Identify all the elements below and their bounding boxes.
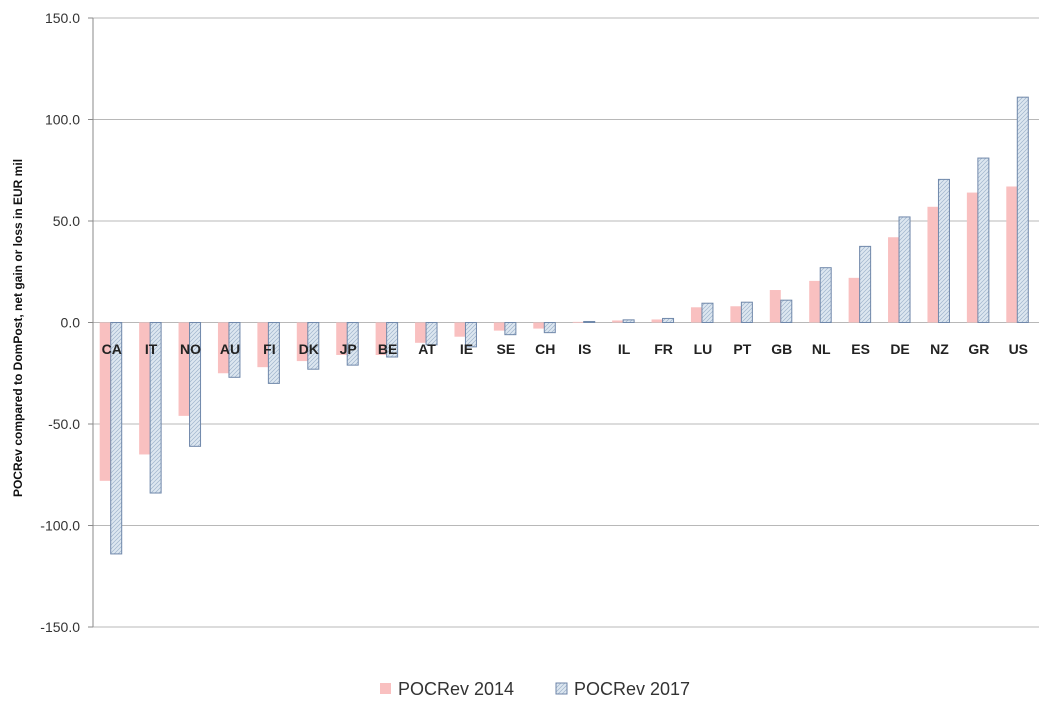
bar-es-2014 <box>848 277 860 323</box>
grid-lines <box>93 17 1039 628</box>
y-tick-label: -50.0 <box>48 416 80 432</box>
bar-nz-2017 <box>937 178 950 323</box>
bar-jp-2017 <box>346 322 359 366</box>
category-label-jp: JP <box>340 341 357 357</box>
bar-it-2017 <box>149 322 162 494</box>
category-labels: CA IT NO AU FI DK JP BE AT IE SE CH IS IL FR LU PT GB NL ES… <box>102 341 1028 357</box>
legend: POCRev 2014 POCRev 2017 <box>380 679 690 699</box>
y-tick-label: 150.0 <box>45 10 80 26</box>
bar-il-2014 <box>612 320 624 323</box>
bar-be-2017 <box>386 322 399 358</box>
category-label-no: NO <box>180 341 201 357</box>
category-label-de: DE <box>890 341 909 357</box>
bar-fi-2014 <box>257 322 269 368</box>
category-label-ca: CA <box>102 341 122 357</box>
bar-gb-2017 <box>780 299 793 324</box>
category-label-nz: NZ <box>930 341 949 357</box>
bar-es-2017 <box>859 245 872 323</box>
bar-lu-2014 <box>690 307 702 323</box>
bar-is-2014 <box>572 321 584 323</box>
category-label-se: SE <box>497 341 516 357</box>
category-label-ie: IE <box>460 341 473 357</box>
bar-dk-2017 <box>307 322 320 370</box>
bar-ch-2014 <box>533 322 545 329</box>
category-label-be: BE <box>378 341 397 357</box>
bar-au-2017 <box>228 322 241 378</box>
bar-fr-2017 <box>662 317 675 324</box>
category-label-is: IS <box>578 341 591 357</box>
bar-us-2017 <box>1016 96 1029 323</box>
y-tick-label: 0.0 <box>61 315 81 331</box>
bar-nl-2017 <box>819 267 832 324</box>
y-tick-label: 50.0 <box>53 213 80 229</box>
category-label-us: US <box>1009 341 1028 357</box>
legend-swatch-2017 <box>555 682 568 695</box>
category-label-fi: FI <box>263 341 275 357</box>
bar-is-2017 <box>583 320 596 323</box>
legend-label-2014: POCRev 2014 <box>398 679 514 699</box>
bar-ie-2017 <box>464 322 477 348</box>
bar-at-2017 <box>425 322 438 346</box>
bar-se-2017 <box>504 322 517 336</box>
y-tick-label: -100.0 <box>40 518 80 534</box>
bar-ch-2017 <box>543 322 556 334</box>
category-label-gb: GB <box>771 341 792 357</box>
legend-label-2017: POCRev 2017 <box>574 679 690 699</box>
category-label-ch: CH <box>535 341 555 357</box>
category-label-es: ES <box>851 341 870 357</box>
bar-gr-2017 <box>977 157 990 323</box>
bar-gr-2014 <box>966 192 978 323</box>
y-axis: 150.0 100.0 50.0 0.0 -50.0 -100.0 -150.0 <box>40 10 94 635</box>
bar-nz-2014 <box>927 206 939 323</box>
bar-gb-2014 <box>769 290 781 323</box>
bar-be-2014 <box>375 322 387 355</box>
bar-il-2017 <box>622 319 635 323</box>
bar-no-2017 <box>189 322 202 447</box>
legend-swatch-2014 <box>380 683 391 694</box>
bar-au-2014 <box>217 322 229 374</box>
category-label-lu: LU <box>694 341 713 357</box>
category-label-it: IT <box>145 341 158 357</box>
bar-us-2014 <box>1006 186 1018 323</box>
y-axis-title: POCRev compared to DomPost, net gain or … <box>11 159 25 497</box>
bar-ie-2014 <box>454 322 466 337</box>
category-label-nl: NL <box>812 341 831 357</box>
bar-at-2014 <box>415 322 427 343</box>
bar-dk-2014 <box>296 322 308 362</box>
bar-de-2014 <box>888 237 900 323</box>
bar-jp-2014 <box>336 322 348 355</box>
category-label-fr: FR <box>654 341 673 357</box>
bar-pt-2017 <box>740 301 753 324</box>
category-label-gr: GR <box>968 341 989 357</box>
bar-se-2014 <box>493 322 505 331</box>
bar-ca-2014 <box>99 322 111 481</box>
bar-pt-2014 <box>730 306 742 323</box>
bars <box>99 96 1029 555</box>
category-label-au: AU <box>220 341 240 357</box>
y-tick-label: 100.0 <box>45 112 80 128</box>
bar-nl-2014 <box>809 280 821 323</box>
category-label-dk: DK <box>299 341 319 357</box>
y-tick-label: -150.0 <box>40 619 80 635</box>
category-label-il: IL <box>618 341 631 357</box>
bar-no-2014 <box>178 322 190 416</box>
bar-fr-2014 <box>651 319 663 323</box>
bar-ca-2017 <box>110 322 123 555</box>
category-label-at: AT <box>418 341 436 357</box>
category-label-pt: PT <box>733 341 751 357</box>
bar-it-2014 <box>139 322 151 455</box>
bar-fi-2017 <box>267 322 280 384</box>
bar-de-2017 <box>898 216 911 323</box>
bar-lu-2017 <box>701 302 714 323</box>
